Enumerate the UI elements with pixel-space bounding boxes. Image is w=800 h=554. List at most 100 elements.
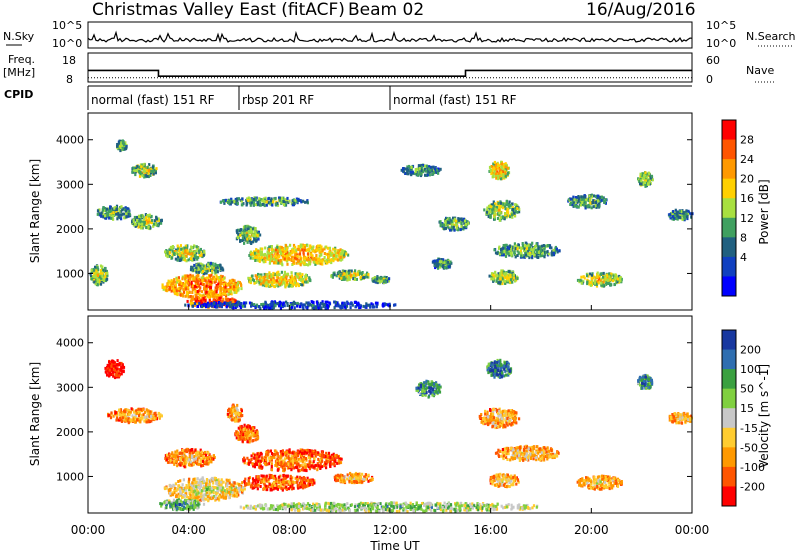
data-cell xyxy=(160,414,163,418)
data-cell xyxy=(191,295,194,299)
data-cell xyxy=(501,252,504,255)
data-cell xyxy=(111,364,114,368)
data-cell xyxy=(276,203,280,207)
data-cell xyxy=(205,459,208,463)
data-cell xyxy=(188,455,191,458)
data-cell xyxy=(248,254,251,257)
data-cell xyxy=(97,268,100,271)
data-cell xyxy=(526,254,529,258)
data-cell xyxy=(152,172,155,176)
data-cell xyxy=(234,282,237,286)
data-cell xyxy=(146,415,149,419)
data-cell xyxy=(176,292,179,296)
data-cell xyxy=(199,266,202,270)
data-cell xyxy=(115,363,119,367)
data-cell xyxy=(327,255,330,259)
data-cell xyxy=(495,176,498,180)
data-cell xyxy=(121,416,124,420)
data-cell xyxy=(340,276,343,280)
data-cell xyxy=(139,163,142,167)
data-cell xyxy=(517,251,520,255)
data-cell xyxy=(493,167,496,171)
data-cell xyxy=(310,300,313,304)
data-cell xyxy=(282,277,285,281)
data-cell xyxy=(207,293,210,297)
data-cell xyxy=(180,251,183,255)
data-cell xyxy=(182,288,185,292)
data-cell xyxy=(326,258,329,262)
data-cell xyxy=(328,246,331,250)
data-cell xyxy=(594,194,597,198)
data-cell xyxy=(516,206,519,210)
data-cell xyxy=(221,267,224,271)
data-cell xyxy=(505,250,508,254)
data-cell xyxy=(518,207,521,211)
data-cell xyxy=(290,271,293,275)
data-cell xyxy=(258,250,261,254)
data-cell xyxy=(678,209,681,213)
data-cell xyxy=(323,303,326,307)
data-cell xyxy=(337,251,340,255)
data-cell xyxy=(188,275,192,279)
power-cbar-frame xyxy=(721,119,737,297)
data-cell xyxy=(107,369,110,373)
data-cell xyxy=(101,272,104,276)
data-cell xyxy=(184,274,187,278)
data-cell xyxy=(274,252,278,256)
data-cell xyxy=(508,245,511,248)
data-cell xyxy=(437,259,440,262)
data-cell xyxy=(243,229,246,233)
data-cell xyxy=(501,247,504,251)
data-cell xyxy=(139,167,142,171)
data-cell xyxy=(262,281,265,285)
data-cell xyxy=(491,169,494,173)
data-cell xyxy=(589,198,592,202)
data-cell xyxy=(189,451,192,455)
data-cell xyxy=(238,304,242,308)
data-cell xyxy=(306,252,310,256)
data-cell xyxy=(194,279,197,283)
data-cell xyxy=(229,305,232,309)
data-cell xyxy=(424,173,427,177)
data-cell xyxy=(136,224,139,228)
data-cell xyxy=(276,256,279,260)
data-cell xyxy=(339,248,342,252)
data-cell xyxy=(648,172,651,176)
power-cbar-label: Power [dB] xyxy=(757,179,771,244)
data-cell xyxy=(200,299,203,303)
data-cell xyxy=(514,203,517,207)
data-cell xyxy=(301,248,304,252)
data-cell xyxy=(254,258,257,262)
data-cell xyxy=(492,200,495,204)
data-cell xyxy=(247,276,250,280)
data-cell xyxy=(207,295,210,299)
data-cell xyxy=(612,274,615,278)
data-cell xyxy=(157,223,160,227)
data-cell xyxy=(602,283,605,287)
data-cell xyxy=(429,168,432,172)
data-cell xyxy=(385,280,388,284)
data-cell xyxy=(153,417,156,421)
data-cell xyxy=(119,209,122,213)
data-cell xyxy=(212,266,215,270)
data-cell xyxy=(643,177,646,181)
data-cell xyxy=(203,450,206,454)
data-cell xyxy=(220,279,223,283)
data-cell xyxy=(232,303,235,306)
data-cell xyxy=(497,177,500,181)
data-cell xyxy=(230,287,233,291)
data-cell xyxy=(298,277,301,281)
data-cell xyxy=(256,233,259,237)
data-cell xyxy=(109,370,112,374)
data-cell xyxy=(102,279,105,283)
data-cell xyxy=(235,283,238,287)
data-cell xyxy=(323,259,327,263)
data-cell xyxy=(181,451,184,455)
data-cell xyxy=(347,253,350,257)
data-cell xyxy=(339,304,342,308)
data-cell xyxy=(495,205,499,209)
data-cell xyxy=(338,276,341,280)
data-cell xyxy=(450,225,453,229)
data-cell xyxy=(436,262,439,266)
data-cell xyxy=(143,410,146,414)
